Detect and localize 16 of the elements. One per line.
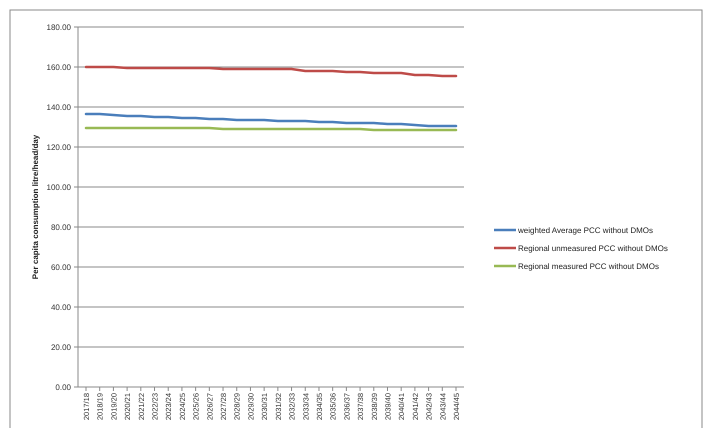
y-tick-label: 140.00 <box>46 102 72 112</box>
y-tick-label: 80.00 <box>50 222 72 232</box>
y-axis-title: Per capita consumption litre/head/day <box>31 134 40 280</box>
y-tick-label: 180.00 <box>46 22 72 32</box>
y-tick-label: 0.00 <box>55 382 72 392</box>
y-tick-label: 20.00 <box>50 342 72 352</box>
y-tick-label: 120.00 <box>46 142 72 152</box>
line-series <box>84 66 458 78</box>
line-series <box>84 112 458 128</box>
y-tick-label: 40.00 <box>50 302 72 312</box>
y-tick-label: 100.00 <box>46 182 72 192</box>
y-tick-label: 160.00 <box>46 62 72 72</box>
y-tick-label: 60.00 <box>50 262 72 272</box>
legend-label: Regional unmeasured PCC without DMOs <box>518 244 668 253</box>
legend-label: weighted Average PCC without DMOs <box>517 226 654 235</box>
legend-label: Regional measured PCC without DMOs <box>518 262 659 271</box>
